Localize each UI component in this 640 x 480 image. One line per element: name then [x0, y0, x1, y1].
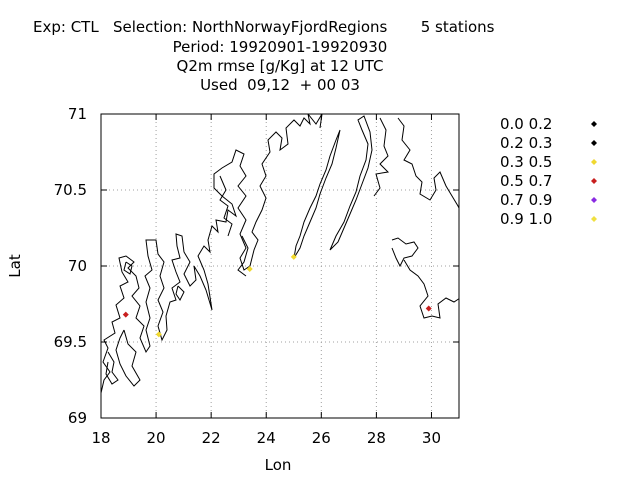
- legend-label: 0.0 0.2: [500, 115, 552, 133]
- legend-marker: [591, 121, 597, 127]
- axis-ticks: 18 20 22 24 26 28 30 69 69.5 70 70.5 71: [54, 105, 459, 447]
- title-line-4: Used 09,12 + 00 03: [200, 76, 360, 94]
- x-tick-label: 22: [202, 429, 221, 447]
- y-tick-label: 69.5: [54, 333, 87, 351]
- legend-label: 0.9 1.0: [500, 210, 552, 228]
- legend-marker: [591, 197, 597, 203]
- legend-label: 0.7 0.9: [500, 191, 552, 209]
- legend-label: 0.3 0.5: [500, 153, 552, 171]
- x-tick-label: 20: [147, 429, 166, 447]
- x-tick-label: 26: [312, 429, 331, 447]
- legend-marker: [591, 216, 597, 222]
- coastline-map: [101, 114, 459, 394]
- legend: 0.0 0.20.2 0.30.3 0.50.5 0.70.7 0.90.9 1…: [500, 115, 597, 228]
- legend-marker: [591, 140, 597, 146]
- station-point: [122, 311, 129, 318]
- station-point: [155, 331, 162, 338]
- x-tick-label: 30: [422, 429, 441, 447]
- station-point: [290, 253, 297, 260]
- x-axis-label: Lon: [265, 456, 292, 474]
- y-axis-label: Lat: [6, 254, 24, 278]
- station-point: [425, 305, 432, 312]
- plot-frame: [100, 113, 460, 419]
- x-tick-label: 24: [257, 429, 276, 447]
- x-tick-label: 28: [367, 429, 386, 447]
- title-line-2: Period: 19920901-19920930: [173, 38, 388, 56]
- legend-marker: [591, 178, 597, 184]
- legend-label: 0.5 0.7: [500, 172, 552, 190]
- legend-marker: [591, 159, 597, 165]
- station-point: [246, 266, 253, 273]
- y-tick-label: 70.5: [54, 181, 87, 199]
- x-tick-label: 18: [91, 429, 110, 447]
- title-line-1: Exp: CTL Selection: NorthNorwayFjordRegi…: [33, 18, 495, 36]
- station-markers: [122, 253, 432, 338]
- y-tick-label: 69: [68, 409, 87, 427]
- grid-lines: [101, 114, 459, 418]
- title-line-3: Q2m rmse [g/Kg] at 12 UTC: [177, 57, 384, 75]
- legend-label: 0.2 0.3: [500, 134, 552, 152]
- y-tick-label: 71: [68, 105, 87, 123]
- y-tick-label: 70: [68, 257, 87, 275]
